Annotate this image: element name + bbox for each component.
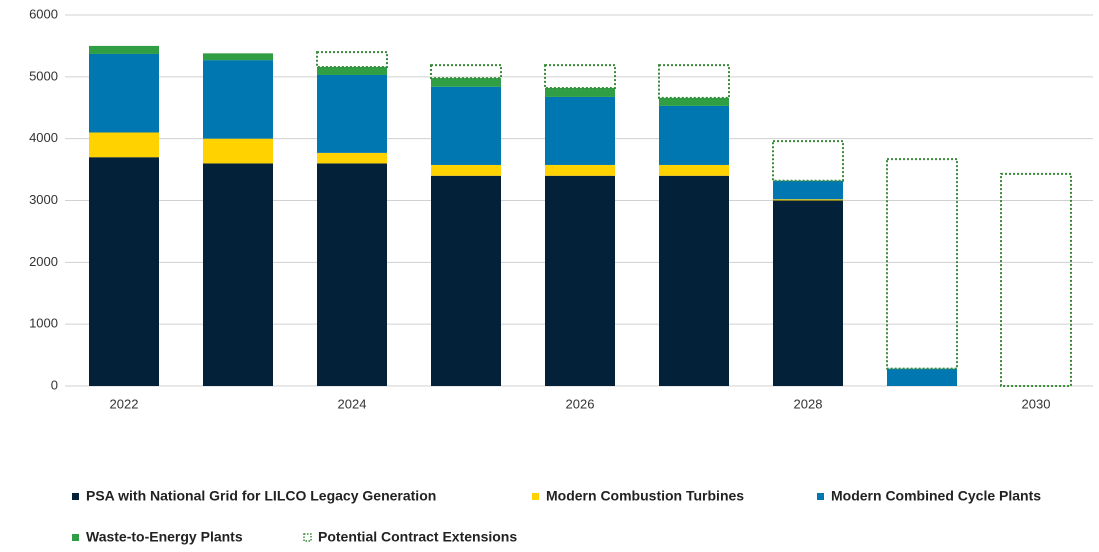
y-tick-label: 0 [51,377,58,392]
bar-segment [431,86,501,165]
bar-segment [203,163,273,386]
y-tick-label: 5000 [29,68,58,83]
x-tick-label: 2026 [566,396,595,411]
bar-segment [659,175,729,386]
bar-segment [545,96,615,165]
bar-segment [773,180,843,200]
y-tick-label: 2000 [29,254,58,269]
y-tick-label: 1000 [29,316,58,331]
bar-segment [430,64,502,80]
bar-segment [659,164,729,176]
bar-segment [886,158,958,370]
y-tick-label: 4000 [29,130,58,145]
bar-segment [773,200,843,386]
bar-segment [89,45,159,54]
bar-segment [887,368,957,386]
bar-segment [316,51,388,68]
bar-segment [203,138,273,164]
legend-label: Waste-to-Energy Plants [86,529,243,545]
bar-segment [317,152,387,164]
bar-segment [89,53,159,133]
bar-segment [317,74,387,153]
bar-segment [89,132,159,158]
bar-segment [431,175,501,386]
bar-segment [317,163,387,386]
bar-segment [659,105,729,165]
y-tick-label: 3000 [29,192,58,207]
bar-segment [545,164,615,176]
legend-label: Potential Contract Extensions [318,529,517,545]
bar-segment [431,78,501,87]
bar-segment [1000,172,1072,387]
legend-swatch [72,534,79,541]
legend-swatch [532,493,539,500]
bar-segment [431,164,501,176]
legend-swatch [72,493,79,500]
bar-segment [203,60,273,139]
bar-segment [545,175,615,386]
bar-segment [545,87,615,97]
bar-segment [773,199,843,201]
bar-segment [317,66,387,75]
bar-segment [203,53,273,61]
x-tick-label: 2022 [110,396,139,411]
legend-label: Modern Combined Cycle Plants [831,488,1041,504]
legend-label: PSA with National Grid for LILCO Legacy … [86,488,436,504]
x-tick-label: 2028 [794,396,823,411]
legend: PSA with National Grid for LILCO Legacy … [72,488,1041,545]
y-tick-label: 6000 [29,6,58,21]
legend-swatch [303,533,312,542]
bar-segment [544,64,616,89]
bar-segment [772,140,844,182]
x-tick-label: 2024 [338,396,367,411]
x-tick-label: 2030 [1022,396,1051,411]
legend-swatch [817,493,824,500]
bar-segment [658,64,730,99]
bar-segment [89,157,159,386]
legend-label: Modern Combustion Turbines [546,488,744,504]
bar-segment [659,97,729,106]
